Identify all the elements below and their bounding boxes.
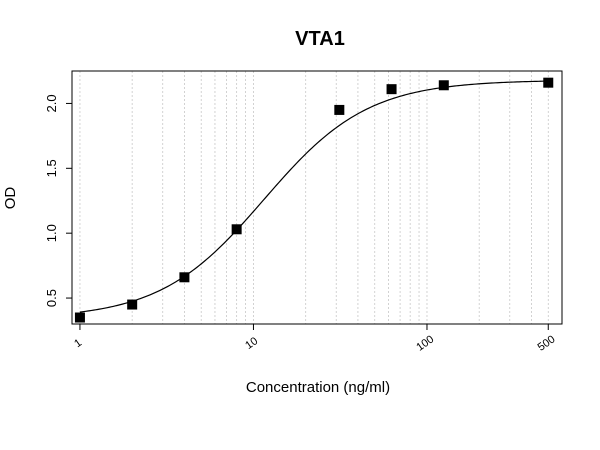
chart-title: VTA1 (295, 28, 345, 50)
y-tick-label: 1.5 (44, 159, 59, 177)
data-point (543, 77, 554, 88)
x-tick-label: 1 (72, 337, 84, 350)
data-point (179, 272, 190, 283)
x-axis-label: Concentration (ng/ml) (246, 379, 390, 396)
data-point (74, 312, 85, 323)
data-point (127, 299, 138, 310)
plot-frame (71, 70, 563, 325)
data-points (74, 77, 554, 323)
y-tick-label: 0.5 (44, 289, 59, 307)
data-point (438, 80, 449, 91)
grid-lines (79, 71, 563, 324)
data-point (386, 84, 397, 95)
data-point (231, 224, 242, 235)
x-tick-label: 100 (414, 333, 436, 353)
y-axis-label: OD (2, 187, 19, 210)
y-tick-label: 1.0 (44, 224, 59, 242)
y-tick-label: 2.0 (44, 94, 59, 112)
data-point (334, 104, 345, 115)
fit-curve (79, 80, 549, 313)
y-axis: 0.5 1.0 1.5 2.0 (44, 94, 72, 307)
x-axis: 1 10 100 500 (72, 324, 558, 354)
x-tick-label: 500 (536, 333, 558, 353)
x-tick-label: 10 (243, 335, 260, 352)
